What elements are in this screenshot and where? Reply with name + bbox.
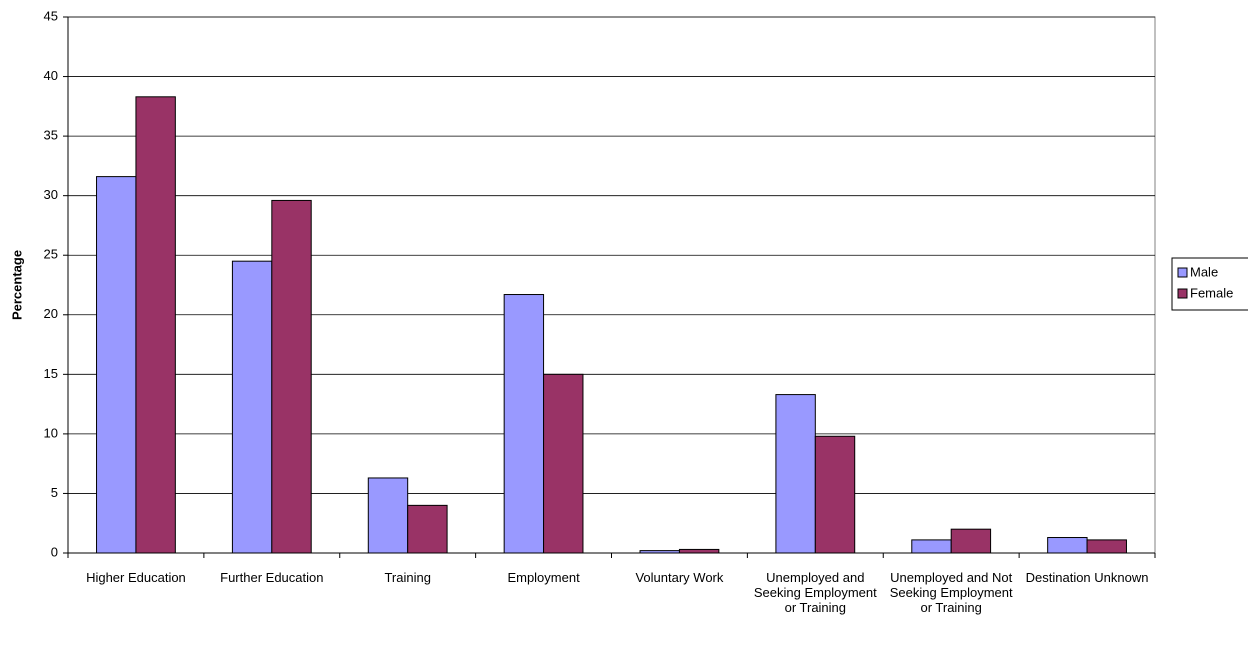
legend-box — [1171, 257, 1248, 311]
bar — [407, 504, 448, 554]
legend-label: Female — [1190, 285, 1233, 300]
y-tick-label: 30 — [44, 187, 58, 202]
y-axis-label: Percentage — [9, 250, 24, 320]
bar — [1086, 539, 1127, 554]
y-tick-label: 10 — [44, 425, 58, 440]
bar — [678, 548, 720, 554]
bar — [543, 373, 584, 554]
bar — [135, 96, 176, 554]
y-tick-label: 35 — [44, 128, 58, 143]
x-tick-label: Higher Education — [86, 570, 186, 585]
bar — [775, 394, 816, 554]
bar — [814, 435, 856, 554]
bar — [367, 477, 409, 554]
bar — [1047, 537, 1088, 554]
y-tick-label: 0 — [51, 544, 58, 559]
y-tick-label: 25 — [44, 247, 58, 262]
legend-swatch — [1177, 267, 1188, 278]
y-tick-label: 15 — [44, 366, 58, 381]
x-tick-label: Further Education — [220, 570, 324, 585]
bar — [231, 260, 273, 554]
plot-area — [67, 16, 1156, 554]
x-tick-label: Voluntary Work — [635, 570, 724, 585]
y-tick-label: 40 — [44, 68, 58, 83]
legend-swatch — [1177, 288, 1188, 299]
legend-label: Male — [1190, 264, 1218, 279]
x-tick-label: Employment — [507, 570, 580, 585]
x-tick-label: Destination Unknown — [1025, 570, 1149, 585]
y-tick-label: 45 — [44, 8, 58, 23]
bar — [950, 528, 992, 554]
bar — [96, 176, 137, 554]
bar — [911, 539, 952, 554]
bar — [639, 550, 680, 554]
y-tick-label: 20 — [44, 306, 58, 321]
x-tick-label: Unemployed and Seeking Employment or Tra… — [753, 570, 877, 615]
x-tick-label: Training — [384, 570, 431, 585]
bar — [271, 199, 312, 554]
x-tick-label: Unemployed and Not Seeking Employment or… — [889, 570, 1013, 615]
bar — [503, 294, 545, 554]
y-tick-label: 5 — [51, 485, 58, 500]
